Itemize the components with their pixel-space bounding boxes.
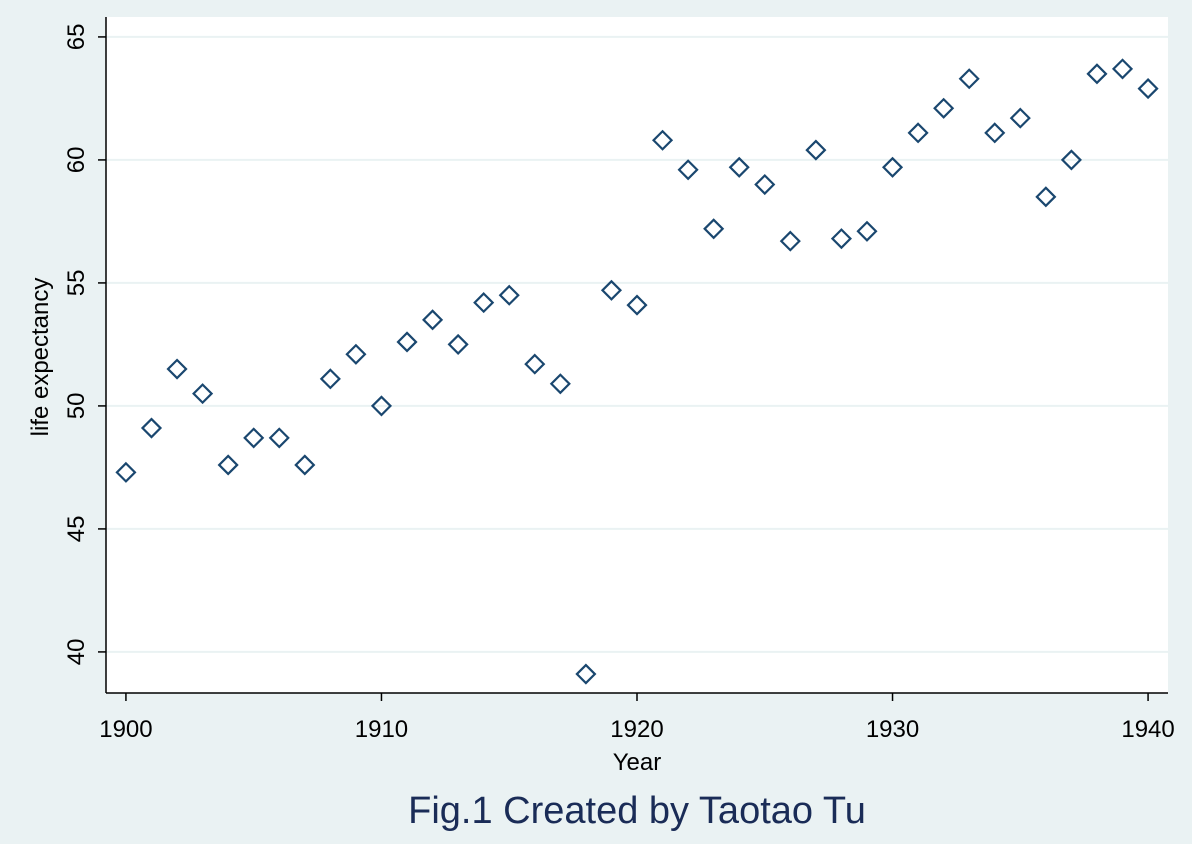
x-tick-label: 1910 (355, 716, 408, 743)
point (626, 294, 648, 316)
point (805, 139, 827, 161)
y-tick-label: 60 (63, 147, 90, 174)
x-axis-label: Year (613, 749, 662, 776)
point (830, 228, 852, 250)
point (319, 368, 341, 390)
point (1060, 149, 1082, 171)
point (422, 309, 444, 331)
point (856, 220, 878, 242)
plot-area (106, 17, 1168, 693)
point (907, 122, 929, 144)
point (268, 427, 290, 449)
point (677, 159, 699, 181)
point (651, 129, 674, 151)
point (115, 461, 137, 483)
point (1035, 186, 1057, 208)
point (217, 454, 239, 476)
point (575, 663, 597, 685)
point (728, 156, 750, 178)
point (243, 427, 265, 449)
point (473, 292, 495, 314)
point (754, 173, 776, 196)
caption: Fig.1 Created by Taotao Tu (408, 790, 866, 832)
y-tick-label: 55 (63, 270, 90, 297)
x-tick-label: 1930 (866, 716, 919, 743)
point (294, 454, 316, 476)
point (192, 383, 214, 405)
point (1086, 63, 1108, 85)
point (166, 358, 188, 380)
point (524, 353, 546, 375)
y-axis-label: life expectancy (27, 278, 54, 437)
y-tick-label: 45 (63, 516, 90, 543)
point (933, 97, 955, 119)
y-tick-label: 65 (63, 24, 90, 51)
y-tick-label: 40 (63, 639, 90, 666)
point (345, 343, 367, 365)
x-tick-label: 1920 (610, 716, 663, 743)
point (396, 331, 418, 353)
x-tick-label: 1940 (1121, 716, 1174, 743)
point (447, 333, 469, 355)
point (549, 373, 571, 395)
point (140, 417, 163, 439)
point (600, 279, 623, 301)
point (1009, 107, 1031, 129)
x-tick-label: 1900 (99, 716, 152, 743)
y-tick-label: 50 (63, 393, 90, 420)
point (1111, 58, 1134, 80)
point (958, 68, 980, 90)
point (779, 230, 801, 252)
point (703, 218, 725, 240)
point (370, 395, 393, 417)
point (881, 156, 904, 178)
point (984, 122, 1006, 144)
point (498, 284, 520, 306)
point (1137, 78, 1159, 100)
